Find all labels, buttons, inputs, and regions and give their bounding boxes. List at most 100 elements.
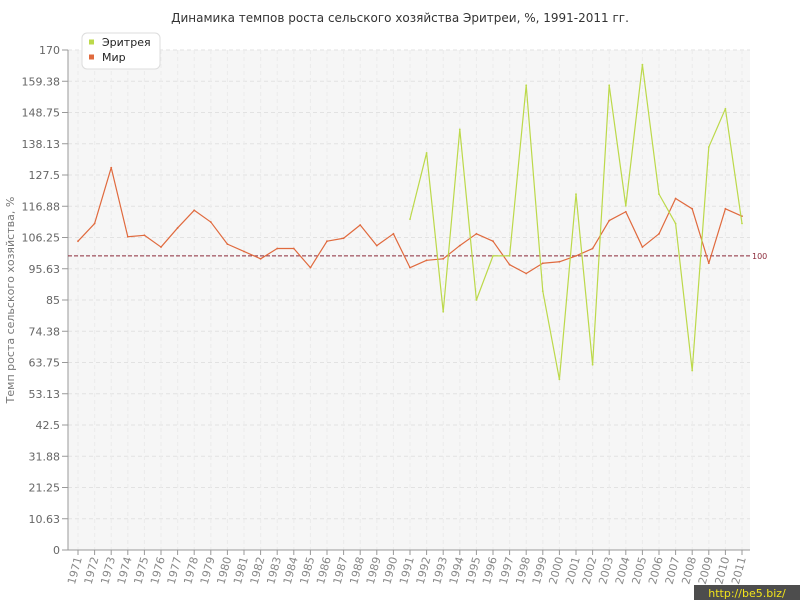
data-point[interactable] xyxy=(359,224,362,226)
y-tick-label: 116.88 xyxy=(22,200,61,213)
data-point[interactable] xyxy=(143,234,146,237)
data-point[interactable] xyxy=(674,222,677,225)
y-tick-label: 31.88 xyxy=(29,450,61,463)
data-point[interactable] xyxy=(375,244,378,247)
chart-title: Динамика темпов роста сельского хозяйств… xyxy=(171,11,629,25)
data-point[interactable] xyxy=(458,244,461,247)
data-point[interactable] xyxy=(624,210,627,213)
data-point[interactable] xyxy=(409,218,411,221)
watermark-background xyxy=(694,585,800,600)
series xyxy=(77,63,743,381)
data-point[interactable] xyxy=(110,166,113,169)
data-point[interactable] xyxy=(641,246,644,248)
data-point[interactable] xyxy=(691,369,694,372)
grid xyxy=(68,49,750,551)
watermark: http://be5.biz/ xyxy=(694,585,800,600)
data-point[interactable] xyxy=(541,262,544,265)
data-point[interactable] xyxy=(276,247,279,250)
data-point[interactable] xyxy=(475,232,478,235)
data-point[interactable] xyxy=(508,263,511,266)
data-point[interactable] xyxy=(209,221,212,223)
data-point[interactable] xyxy=(591,363,594,366)
data-point[interactable] xyxy=(259,257,262,260)
data-point[interactable] xyxy=(309,266,312,269)
data-point[interactable] xyxy=(77,240,79,243)
data-point[interactable] xyxy=(525,84,528,87)
data-point[interactable] xyxy=(608,84,611,87)
y-tick-label: 21.25 xyxy=(29,482,61,495)
data-point[interactable] xyxy=(243,250,245,253)
reference-line: 100 xyxy=(68,252,767,261)
data-point[interactable] xyxy=(326,240,328,243)
y-axis-ticks: 0 10.63 21.25 31.88 42.5 53.13 63.75 74.38 85 95.… xyxy=(22,44,68,557)
data-point[interactable] xyxy=(442,310,445,313)
data-point[interactable] xyxy=(292,247,295,250)
legend-swatch xyxy=(89,54,94,60)
data-point[interactable] xyxy=(674,197,677,200)
y-tick-label: 42.5 xyxy=(36,419,61,432)
data-point[interactable] xyxy=(658,193,660,196)
y-tick-label: 74.38 xyxy=(29,325,61,338)
data-point[interactable] xyxy=(458,128,461,131)
y-tick-label: 53.13 xyxy=(29,388,61,401)
y-tick-label: 127.5 xyxy=(29,169,61,182)
data-point[interactable] xyxy=(492,240,494,243)
data-point[interactable] xyxy=(226,243,229,246)
plot-area xyxy=(68,50,750,550)
data-point[interactable] xyxy=(160,246,162,248)
data-point[interactable] xyxy=(575,254,577,257)
data-point[interactable] xyxy=(508,254,511,257)
y-tick-label: 95.63 xyxy=(29,263,61,276)
x-tick-label: 2011 xyxy=(729,555,749,585)
data-point[interactable] xyxy=(707,146,710,148)
data-point[interactable] xyxy=(392,232,395,235)
y-tick-label: 138.13 xyxy=(22,138,61,151)
data-point[interactable] xyxy=(425,259,428,262)
data-point[interactable] xyxy=(342,237,345,240)
legend[interactable]: Эритрея Мир xyxy=(81,32,161,70)
data-point[interactable] xyxy=(691,207,694,210)
y-tick-label: 0 xyxy=(53,544,60,557)
legend-swatch xyxy=(89,39,94,45)
y-tick-label: 63.75 xyxy=(29,357,61,370)
reference-line-label: 100 xyxy=(752,252,767,261)
watermark-text[interactable]: http://be5.biz/ xyxy=(708,587,786,600)
data-point[interactable] xyxy=(525,272,528,275)
y-axis-label: Темп роста сельского хозяйства, % xyxy=(4,197,17,405)
legend-label[interactable]: Мир xyxy=(102,51,126,64)
y-tick-label: 159.38 xyxy=(22,75,61,88)
legend-label[interactable]: Эритрея xyxy=(102,36,151,49)
data-point[interactable] xyxy=(425,152,428,154)
data-point[interactable] xyxy=(575,193,577,196)
data-point[interactable] xyxy=(558,378,561,381)
data-point[interactable] xyxy=(492,254,494,257)
data-point[interactable] xyxy=(741,222,743,225)
data-point[interactable] xyxy=(558,260,561,263)
y-tick-label: 170 xyxy=(39,44,60,57)
series-eritrea xyxy=(409,63,743,381)
data-point[interactable] xyxy=(624,204,627,207)
y-tick-label: 148.75 xyxy=(22,107,61,120)
data-point[interactable] xyxy=(641,63,644,66)
data-point[interactable] xyxy=(724,107,727,110)
data-point[interactable] xyxy=(541,290,544,293)
data-point[interactable] xyxy=(658,232,660,235)
data-point[interactable] xyxy=(176,227,179,229)
data-point[interactable] xyxy=(724,207,727,210)
data-point[interactable] xyxy=(475,299,478,301)
data-point[interactable] xyxy=(126,235,129,238)
data-point[interactable] xyxy=(591,247,594,250)
data-point[interactable] xyxy=(442,257,445,260)
x-axis-ticks: 1971197219731974197519761977197819791980… xyxy=(65,550,749,586)
data-point[interactable] xyxy=(93,222,96,225)
y-tick-label: 85 xyxy=(46,294,60,307)
data-point[interactable] xyxy=(409,266,411,269)
data-point[interactable] xyxy=(608,219,611,222)
series-world xyxy=(77,166,743,275)
y-tick-label: 10.63 xyxy=(29,513,61,526)
data-point[interactable] xyxy=(707,262,710,265)
data-point[interactable] xyxy=(193,209,196,212)
y-tick-label: 106.25 xyxy=(22,232,61,245)
legend-box xyxy=(81,32,161,70)
